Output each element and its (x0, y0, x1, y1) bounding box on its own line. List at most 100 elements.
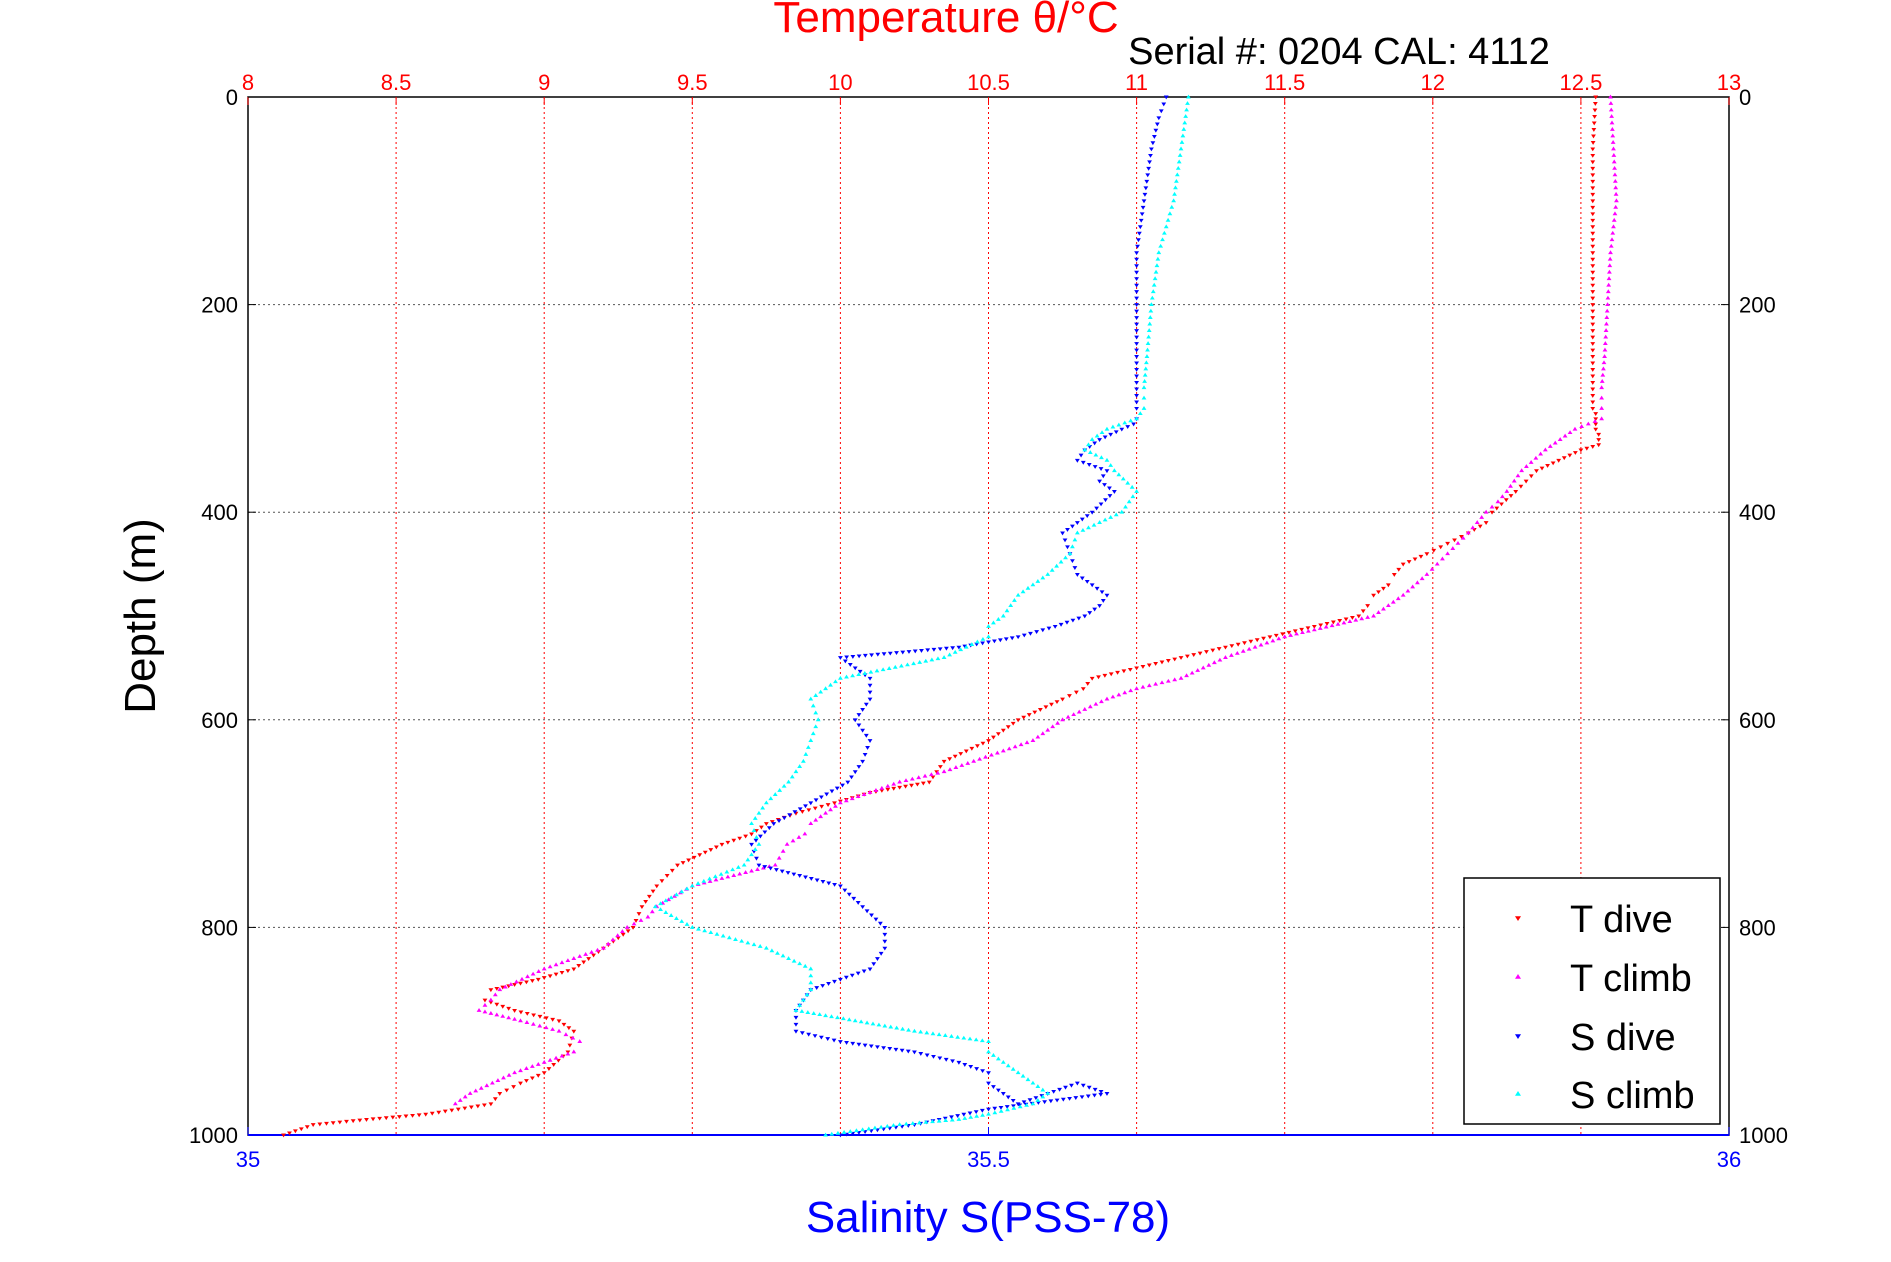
data-point (1590, 147, 1596, 152)
data-point (857, 669, 863, 674)
data-point (1528, 459, 1534, 464)
data-point (1000, 613, 1006, 618)
data-point (1599, 395, 1605, 400)
data-point (1040, 628, 1046, 633)
data-point (484, 1083, 490, 1088)
data-point (835, 1015, 840, 1020)
data-point (1300, 630, 1305, 635)
data-point (1169, 204, 1175, 209)
data-point (924, 1053, 930, 1058)
data-point (818, 689, 824, 694)
data-point (867, 690, 873, 695)
data-point (937, 765, 943, 769)
data-point (860, 728, 866, 733)
data-point (1073, 690, 1079, 695)
data-point (310, 1123, 316, 1128)
data-point (1099, 430, 1105, 435)
data-point (1424, 552, 1430, 557)
data-point (1324, 621, 1330, 626)
data-point (891, 786, 897, 791)
data-point (846, 892, 852, 897)
data-point (884, 1123, 890, 1128)
data-point (547, 1057, 553, 1062)
data-point (820, 879, 826, 884)
data-point (1210, 648, 1216, 653)
data-point (860, 759, 866, 764)
data-point (1381, 586, 1386, 591)
data-point (1596, 443, 1602, 448)
data-point (974, 642, 980, 647)
data-point (1143, 186, 1149, 191)
data-point (330, 1121, 336, 1126)
data-point (725, 840, 731, 845)
data-point (1076, 616, 1082, 621)
data-point (1063, 1085, 1068, 1090)
data-point (1211, 660, 1217, 665)
data-point (849, 796, 855, 801)
data-point (743, 870, 749, 874)
data-point (1080, 1083, 1086, 1088)
temperature-tick-label: 11.5 (1264, 70, 1305, 95)
data-point (702, 850, 708, 855)
data-point (506, 1015, 512, 1020)
data-point (1171, 198, 1177, 203)
legend-label-t-dive: T dive (1570, 899, 1673, 941)
data-point (1134, 270, 1139, 275)
data-point (968, 1114, 974, 1119)
data-point (882, 946, 888, 951)
data-point (1102, 517, 1108, 522)
data-point (1173, 185, 1178, 190)
data-point (1161, 230, 1167, 235)
data-point (1125, 425, 1131, 429)
data-point (1600, 372, 1606, 377)
data-point (1593, 427, 1599, 432)
data-point (1311, 627, 1317, 632)
data-point (1602, 341, 1608, 345)
data-point (1020, 589, 1026, 594)
data-point (780, 953, 786, 958)
data-point (986, 634, 991, 639)
data-point (1147, 315, 1153, 320)
data-point (1175, 165, 1181, 170)
data-point (1005, 1063, 1011, 1068)
data-point (1204, 650, 1209, 654)
data-point (1134, 303, 1139, 307)
data-point (1410, 584, 1416, 589)
data-point (1299, 627, 1305, 632)
data-point (888, 1024, 894, 1029)
series-t-dive (281, 95, 1602, 1138)
depth-tick-label-right: 1000 (1739, 1123, 1788, 1148)
data-point (1134, 387, 1139, 392)
data-point (818, 1035, 824, 1040)
data-point (850, 673, 855, 678)
data-point (845, 780, 851, 785)
data-point (663, 910, 669, 915)
data-point (1592, 418, 1598, 423)
data-point (1141, 395, 1147, 400)
data-point (942, 1116, 948, 1121)
data-point (737, 836, 743, 841)
data-point (1098, 1092, 1104, 1097)
data-point (974, 639, 980, 644)
data-point (550, 1017, 556, 1022)
data-point (429, 1111, 435, 1116)
data-point (1590, 387, 1596, 392)
data-point (786, 956, 791, 960)
data-point (967, 1111, 973, 1116)
data-point (1054, 563, 1060, 568)
data-point (928, 772, 934, 777)
data-point (488, 1000, 494, 1005)
data-point (1146, 334, 1152, 339)
data-point (1612, 172, 1618, 177)
data-point (1474, 520, 1480, 525)
data-point (992, 1110, 998, 1115)
data-point (1008, 603, 1014, 608)
data-point (610, 937, 616, 942)
data-point (1024, 1102, 1029, 1107)
data-point (1098, 1089, 1104, 1094)
data-point (1134, 322, 1139, 327)
data-point (910, 1121, 916, 1125)
data-point (856, 765, 862, 769)
data-point (624, 925, 630, 929)
